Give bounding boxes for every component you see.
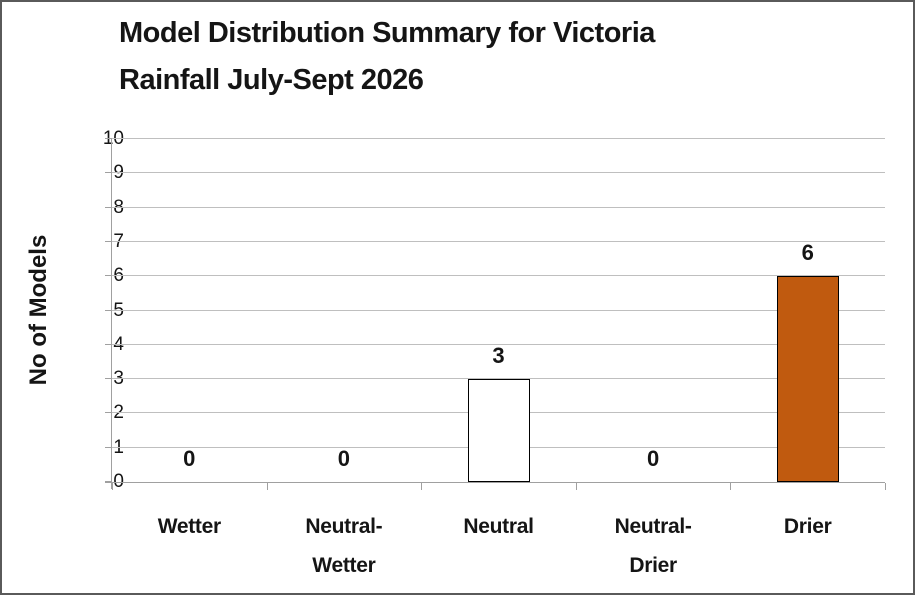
gridline	[112, 240, 885, 242]
x-axis-tick	[112, 483, 113, 490]
y-axis-tick	[105, 412, 112, 414]
bar-data-label: 3	[492, 343, 505, 369]
x-category-label: Wetter	[112, 507, 266, 546]
x-axis-tick	[575, 483, 577, 490]
y-axis-tick	[105, 481, 112, 482]
bar-data-label: 0	[646, 446, 660, 471]
x-axis-line	[105, 482, 885, 483]
y-axis-tick	[105, 240, 112, 242]
x-category-label: Neutral- Wetter	[267, 507, 421, 585]
y-axis-tick	[105, 446, 112, 448]
y-axis-tick	[105, 343, 112, 345]
x-category-label-line: Wetter	[312, 554, 376, 577]
bar-neutral	[467, 379, 530, 482]
x-category-label-line: Neutral	[463, 515, 534, 538]
x-axis-tick	[885, 483, 886, 490]
x-category-label: Neutral- Drier	[576, 507, 730, 585]
x-axis-tick	[421, 483, 423, 490]
bar-drier	[776, 276, 839, 482]
gridline	[112, 275, 885, 277]
y-axis-tick	[105, 275, 112, 277]
gridline	[112, 172, 885, 174]
x-category-label-line: Drier	[783, 515, 832, 538]
y-axis-tick-label: 0	[84, 472, 124, 491]
gridline	[112, 206, 885, 208]
x-axis-tick	[266, 483, 268, 490]
y-axis-tick	[105, 172, 112, 174]
y-axis-tick	[105, 138, 112, 139]
x-category-label: Neutral	[422, 507, 576, 546]
x-category-label-line: Neutral-	[305, 515, 383, 538]
y-axis-tick	[105, 206, 112, 208]
bar-data-label: 0	[337, 446, 351, 471]
y-axis-title: No of Models	[25, 234, 52, 386]
chart-title-line-1: Model Distribution Summary for Victoria	[119, 17, 655, 49]
gridline	[112, 343, 885, 345]
y-axis-tick	[105, 378, 112, 380]
gridline	[112, 138, 885, 139]
bar-data-label: 0	[183, 446, 196, 471]
bar-data-label: 6	[801, 240, 814, 266]
y-axis-line	[111, 139, 112, 489]
y-axis-tick	[105, 309, 112, 311]
chart-title: Model Distribution Summary for Victoria …	[119, 10, 655, 104]
x-category-label-line: Wetter	[157, 515, 221, 538]
chart-title-line-2: Rainfall July-Sept 2026	[119, 64, 424, 96]
gridline	[112, 309, 885, 311]
gridline	[112, 378, 885, 380]
x-category-label-line: Neutral-	[614, 515, 692, 538]
x-axis-tick	[730, 483, 732, 490]
plot-area: 0 Wetter 0 Neutral- Wetter 3 Neutral 0 Neutral- D…	[105, 138, 886, 577]
x-category-label-line: Drier	[629, 554, 677, 577]
x-category-label: Drier	[731, 507, 885, 546]
